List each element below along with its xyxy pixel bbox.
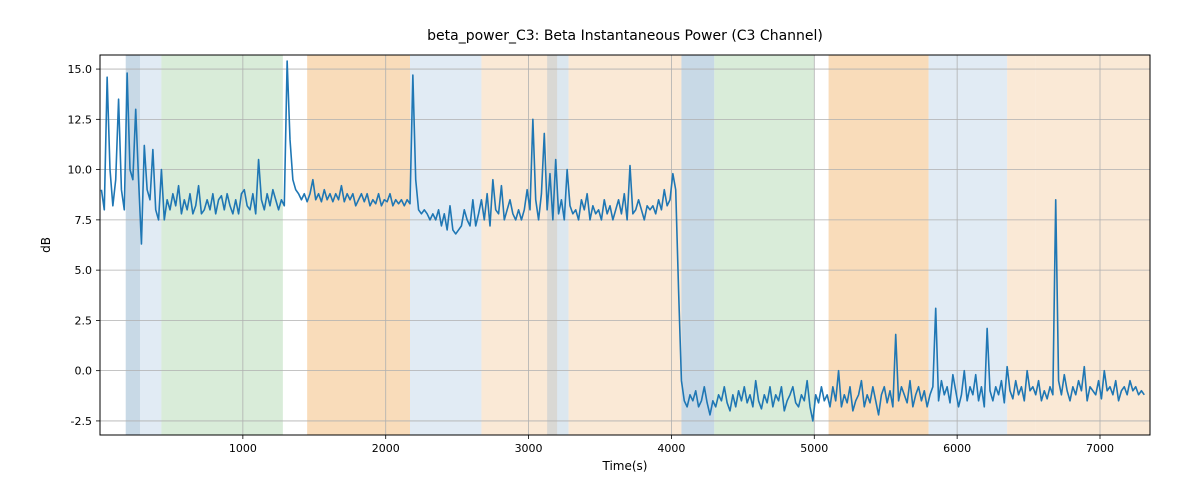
shaded-region [161,55,282,435]
xtick-label: 5000 [800,442,828,455]
shaded-region [714,55,814,435]
chart-title: beta_power_C3: Beta Instantaneous Power … [427,28,823,44]
shaded-region [140,55,161,435]
shaded-region [829,55,929,435]
y-axis-label: dB [39,237,53,253]
ytick-label: 12.5 [68,113,93,126]
xtick-label: 2000 [372,442,400,455]
beta-power-chart: 1000 2000 3000 4000 5000 6000 7000 -2.5 0.0 2.5 5.… [0,0,1200,500]
shaded-region [569,55,682,435]
shaded-region [481,55,557,435]
xtick-label: 6000 [943,442,971,455]
xtick-label: 1000 [229,442,257,455]
ytick-label: 5.0 [75,264,93,277]
shaded-region [547,55,568,435]
shaded-regions [126,55,1150,435]
x-axis-label: Time(s) [602,459,648,473]
ytick-label: 0.0 [75,365,93,378]
xtick-label: 3000 [515,442,543,455]
shaded-region [929,55,1008,435]
shaded-region [1007,55,1036,435]
xtick-label: 4000 [657,442,685,455]
ytick-label: 15.0 [68,63,93,76]
ytick-label: 7.5 [75,214,93,227]
ytick-label: 10.0 [68,164,93,177]
shaded-region [681,55,714,435]
shaded-region [410,55,481,435]
chart-container: 1000 2000 3000 4000 5000 6000 7000 -2.5 0.0 2.5 5.… [0,0,1200,500]
xtick-label: 7000 [1086,442,1114,455]
shaded-region [307,55,410,435]
ytick-label: -2.5 [71,415,92,428]
ytick-label: 2.5 [75,314,93,327]
